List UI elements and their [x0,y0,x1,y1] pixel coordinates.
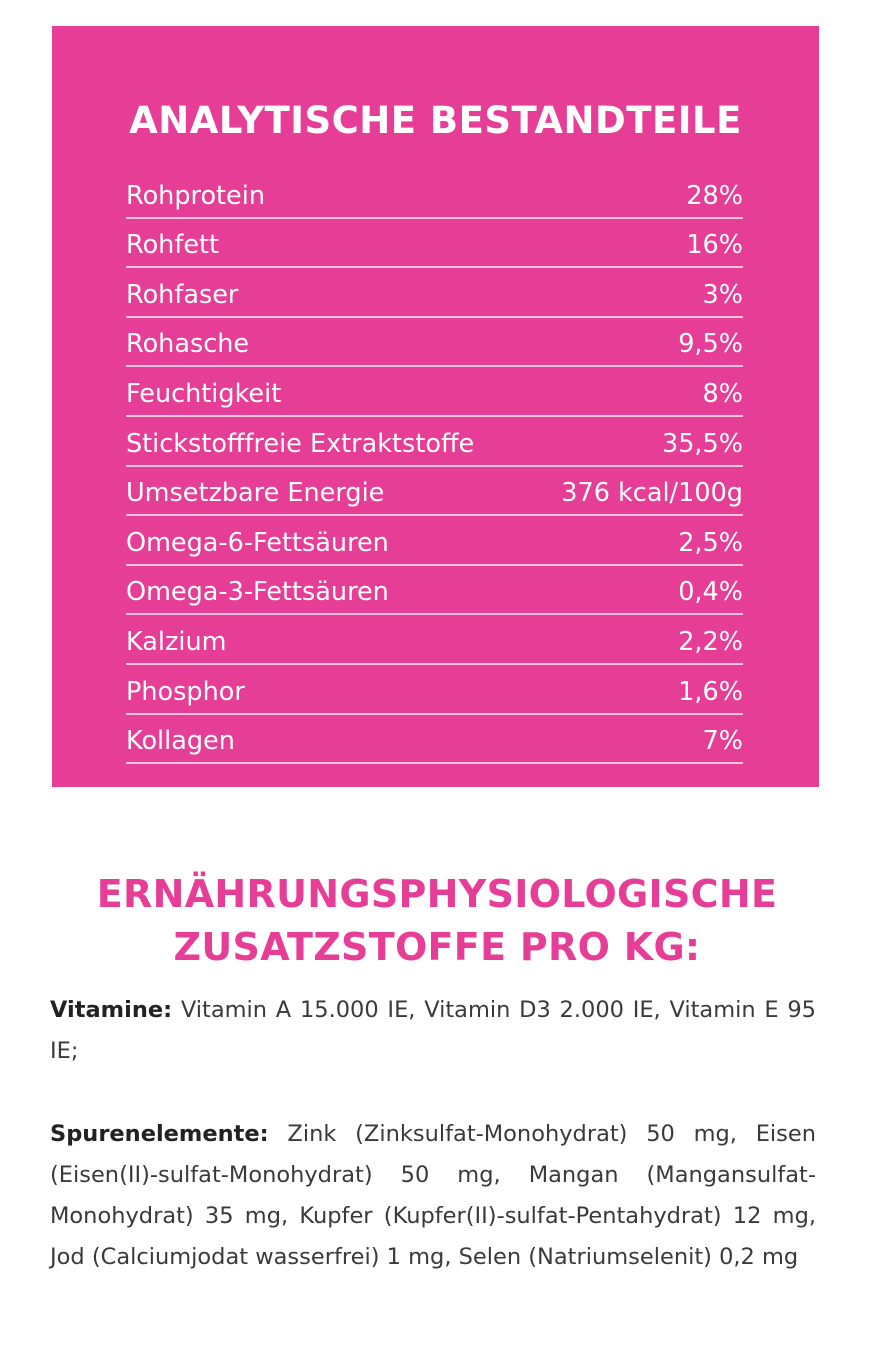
additives-title: ERNÄHRUNGSPHYSIOLOGISCHE ZUSATZSTOFFE PR… [0,868,874,974]
spurenelemente-paragraph: Spurenelemente: Zink (Zinksulfat-Monohyd… [50,1114,816,1278]
nutrient-name: Rohfaser [126,279,239,310]
nutrient-name: Rohasche [126,329,250,360]
additives-title-line1: ERNÄHRUNGSPHYSIOLOGISCHE [96,872,778,916]
table-row: Kollagen 7% [126,715,743,765]
table-row: Feuchtigkeit 8% [126,367,743,417]
table-row: Rohfaser 3% [126,268,743,318]
nutrient-name: Omega-3-Fettsäuren [126,577,389,608]
table-row: Kalzium 2,2% [126,615,743,665]
nutrient-value: 7% [702,726,743,757]
table-row: Rohasche 9,5% [126,318,743,368]
table-row: Rohprotein 28% [126,169,743,219]
nutrient-name: Umsetzbare Energie [126,478,385,509]
nutrient-value: 8% [702,378,743,409]
table-row: Omega-6-Fettsäuren 2,5% [126,516,743,566]
nutrient-value: 376 kcal/100g [561,478,743,509]
vitamine-paragraph: Vitamine: Vitamin A 15.000 IE, Vitamin D… [50,990,816,1072]
vitamine-label: Vitamine: [50,997,173,1023]
nutrient-value: 0,4% [678,577,743,608]
nutrient-name: Omega-6-Fettsäuren [126,527,389,558]
nutrient-name: Kollagen [126,726,235,757]
table-row: Umsetzbare Energie 376 kcal/100g [126,467,743,517]
vitamine-text: Vitamin A 15.000 IE, Vitamin D3 2.000 IE… [50,997,816,1064]
nutrient-name: Rohfett [126,230,219,261]
nutrient-value: 3% [702,279,743,310]
nutrient-value: 2,5% [678,527,743,558]
table-row: Phosphor 1,6% [126,665,743,715]
nutrient-name: Phosphor [126,676,245,707]
nutrient-name: Rohprotein [126,180,265,211]
analysis-panel: ANALYTISCHE BESTANDTEILE Rohprotein 28% … [52,26,819,787]
nutrient-value: 35,5% [661,428,743,459]
spurenelemente-label: Spurenelemente: [50,1121,269,1147]
table-row: Rohfett 16% [126,219,743,269]
nutrient-table: Rohprotein 28% Rohfett 16% Rohfaser 3% R… [126,169,743,765]
nutrient-value: 2,2% [678,626,743,657]
table-row: Omega-3-Fettsäuren 0,4% [126,566,743,616]
additives-title-line2: ZUSATZSTOFFE PRO KG: [173,925,701,969]
nutrient-value: 9,5% [678,329,743,360]
spurenelemente-text: Zink (Zinksulfat-Monohydrat) 50 mg, Eise… [50,1121,816,1270]
nutrient-value: 28% [686,180,743,211]
nutrient-name: Feuchtigkeit [126,378,282,409]
nutrient-value: 1,6% [678,676,743,707]
nutrient-name: Stickstofffreie Extraktstoffe [126,428,475,459]
analysis-title: ANALYTISCHE BESTANDTEILE [129,99,742,142]
nutrient-value: 16% [686,230,743,261]
nutrient-name: Kalzium [126,626,227,657]
table-row: Stickstofffreie Extraktstoffe 35,5% [126,417,743,467]
